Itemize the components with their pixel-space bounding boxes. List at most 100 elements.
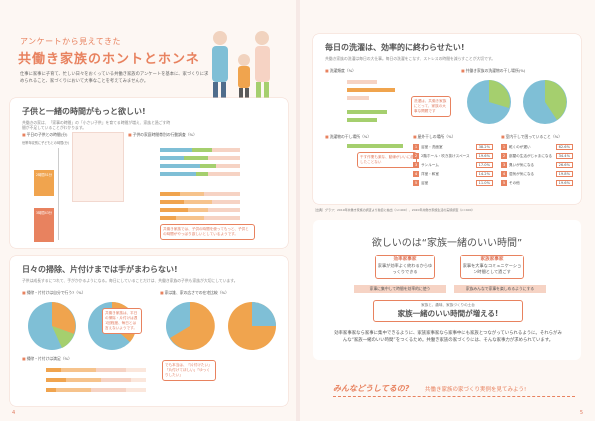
stacked-bar [46, 378, 146, 382]
memo-box: 共働き家族では、子供の時間を使ってもっと、子供との時間がやっぱり欲しいとしている… [160, 224, 255, 240]
memo-box: でも本当は、「片付けたい」「片付けてほしい」「ゆっくりしたい」 [162, 360, 216, 381]
ranking-row: 3 臭いが気になる 26.6% [501, 162, 573, 168]
memo-box: 洗濯は、共働き家族にとって、家族の大事な問題です [411, 96, 451, 117]
arrow-right: 家族みんなで家事を楽しめるようにする [454, 285, 546, 293]
badge-title: 効率家事家 [376, 256, 434, 262]
bubble-note [72, 132, 124, 202]
pie-chart [467, 80, 511, 124]
rank-number: 2 [501, 153, 507, 159]
rank-value: 26.6% [555, 162, 573, 168]
section-lead: 共働き家族の洗濯は毎日の大仕事。毎日の洗濯をこなす、ストレスの時間を減らすことが… [325, 56, 496, 61]
rank-label: 部屋の生活がじゃまになる [509, 153, 553, 158]
ranking-heading-1: 屋外干しの場所（%） [413, 134, 456, 140]
ranking-row: 2 2階ホール・吹き抜けスペース 19.6% [413, 153, 493, 159]
cta-sub: 共働き家族の家づくり実例を見てみよう! [425, 387, 527, 393]
section-title: 毎日の洗濯は、効率的に終わらせたい! [325, 43, 465, 52]
badge-efficient: 効率家事家 家事が効率よく終わるからゆっくりできる [375, 255, 435, 279]
cta-banner[interactable]: みんなどうしてるの? 共働き家族の家づくり実例を見てみよう! [333, 383, 575, 397]
bar-value-2: 3時間43分 [34, 208, 54, 242]
rank-number: 2 [413, 153, 419, 159]
axis-line [58, 148, 59, 240]
ranking-row: 2 部屋の生活がじゃまになる 34.4% [501, 153, 573, 159]
bar [347, 144, 403, 148]
stacked-bar [160, 192, 240, 196]
intro-text: 仕事に家事に子育て、忙しい日々をおくっている共働き家族のアンケートを基本に、家づ… [20, 72, 209, 84]
rank-label: 浴室・洗面室 [421, 144, 443, 149]
chart-heading: 共働き家族の洗濯物の干し場所(%) [461, 68, 526, 74]
section-lead: 子供は成長するにつれて、手がかかるようになる。毎日にしていることだけは、共働き家… [22, 278, 238, 283]
rank-value: 34.4% [555, 153, 573, 159]
result-big: 家族一緒のいい時間が増える! [397, 309, 499, 318]
rank-value: 17.0% [475, 162, 493, 168]
stacked-bar [160, 164, 240, 168]
rank-number: 1 [501, 144, 507, 150]
section-title: 子供と一緒の時間がもっと欲しい! [22, 107, 146, 116]
closing-text: 効率家事家なら家事に集中できるように、家族家事家なら家事中にも家族とつながってい… [334, 331, 562, 343]
footnote: ［出典］グラフ：2019年共働き家族の調査より独自に抽出（n=400）、2020… [313, 208, 475, 212]
intro-subtitle: アンケートから見えてきた [20, 37, 122, 46]
rank-value: 14.2% [475, 171, 493, 177]
rank-label: その他 [509, 180, 520, 185]
rank-label: 浴室 [421, 180, 429, 185]
ranking-heading-2: 室内干しで困っていること（%） [501, 134, 562, 140]
bar [347, 96, 369, 100]
ranking-row: 5 その他 19.6% [501, 180, 573, 186]
ranking-row: 4 洋室・和室 14.2% [413, 171, 493, 177]
ranking-row: 4 湿気が気になる 19.8% [501, 171, 573, 177]
ranking-row: 1 乾くのが遅い 62.6% [501, 144, 573, 150]
bar [347, 80, 377, 84]
rank-number: 3 [501, 162, 507, 168]
section-title: 日々の掃除、片付けまでは手がまわらない! [22, 265, 178, 274]
chart-heading: 洗濯頻度（%） [325, 68, 356, 74]
rank-number: 4 [413, 171, 419, 177]
bar-value-1: 2時間51分 [34, 170, 54, 196]
page-number: 5 [579, 410, 583, 416]
section-cleaning: 日々の掃除、片付けまでは手がまわらない! 子供は成長するにつれて、手がかかるよう… [10, 256, 288, 406]
stacked-bar [46, 368, 146, 372]
ranking-row: 5 浴室 11.0% [413, 180, 493, 186]
rank-value: 38.2% [475, 144, 493, 150]
badge-family: 家族家事家 家事を大事なコミュニケーション時間として過ごす [460, 255, 524, 279]
arrow-left: 家事に集中して時間を効率的に使う [354, 285, 446, 293]
bar [347, 88, 395, 92]
rank-label: 湿気が気になる [509, 171, 535, 176]
stacked-bar [160, 156, 240, 160]
section-lead: 共働きの家は、「家事の時間」の「小さい子供」を育てる時間が増え、家族と過ごす時間… [22, 120, 171, 130]
chart-heading: 平日の子供との時間(分) [22, 132, 68, 138]
badge-text: 家事が効率よく終わるからゆっくりできる [377, 263, 433, 274]
rank-label: 2階ホール・吹き抜けスペース [421, 153, 470, 158]
section-children-time: 子供と一緒の時間がもっと欲しい! 共働きの家は、「家事の時間」の「小さい子供」を… [10, 98, 288, 248]
rank-label: 臭いが気になる [509, 162, 535, 167]
rank-number: 5 [413, 180, 419, 186]
section-laundry: 毎日の洗濯は、効率的に終わらせたい! 共働き家族の洗濯は毎日の大仕事。毎日の洗濯… [313, 34, 581, 204]
pie-chart [28, 302, 76, 350]
rank-number: 5 [501, 180, 507, 186]
ranking-row: 1 浴室・洗面室 38.2% [413, 144, 493, 150]
rank-value: 11.0% [475, 180, 493, 186]
left-page: アンケートから見えてきた 共働き家族のホントとホンネ 仕事に家事に子育て、忙しい… [0, 0, 296, 421]
pie-chart [166, 301, 215, 350]
rank-value: 19.8% [555, 171, 573, 177]
chart-heading: 洗濯物の干し場所（%） [325, 134, 372, 140]
rank-label: サンルーム [421, 162, 439, 167]
chart-heading: 掃除・片付けは満足（%） [22, 356, 72, 362]
ranking-row: 3 サンルーム 17.0% [413, 162, 493, 168]
result-box: 家族と、趣味、家族づくりの土台 家族一緒のいい時間が増える! [373, 300, 523, 322]
badge-title: 家族家事家 [461, 256, 523, 262]
chart-caption: 世帯年収別に子どもとの時間(分) [22, 141, 70, 145]
stacked-bar [46, 388, 146, 392]
intro-title: 共働き家族のホントとホンネ [18, 52, 200, 67]
stacked-bar [160, 208, 240, 212]
rank-number: 3 [413, 162, 419, 168]
rank-label: 洋室・和室 [421, 171, 439, 176]
bar [347, 110, 387, 114]
result-small: 家族と、趣味、家族づくりの土台 [421, 303, 475, 307]
memo-box: 共働き家族は、平日の掃除・片付けは週1回程度、毎日とは言えないようです。 [102, 308, 142, 334]
rank-value: 19.6% [475, 153, 493, 159]
ranking-list-2: 1 乾くのが遅い 62.6% 2 部屋の生活がじゃまになる 34.4% 3 臭いが気になる 26… [501, 144, 573, 194]
rank-number: 4 [501, 171, 507, 177]
pie-chart [523, 80, 567, 124]
ranking-list-1: 1 浴室・洗面室 38.2% 2 2階ホール・吹き抜けスペース 19.6% 3 サンルーム 17… [413, 144, 493, 194]
stacked-bar [160, 216, 240, 220]
memo-box: 干す作業も楽な、動線がいいに越したことない [357, 152, 417, 168]
